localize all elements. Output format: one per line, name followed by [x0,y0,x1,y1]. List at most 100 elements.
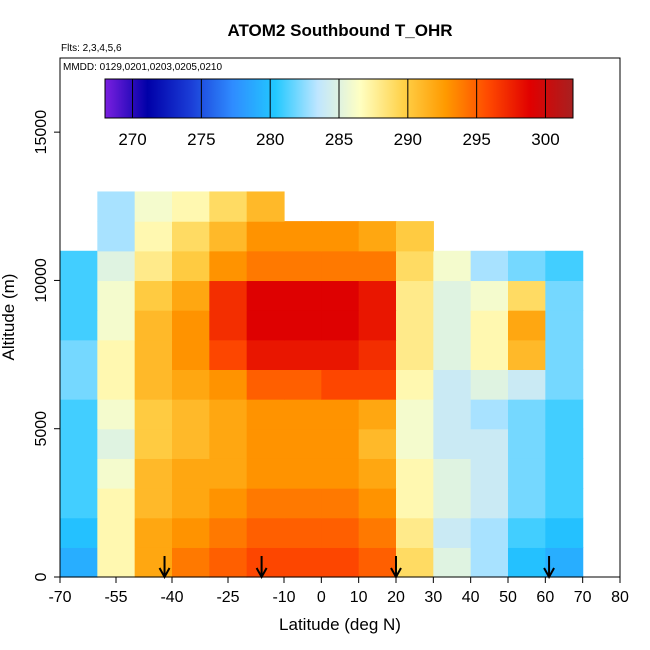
y-axis-label: Altitude (m) [0,274,18,361]
heatmap-cell [470,547,509,578]
heatmap-cell [358,488,397,519]
heatmap-cell [209,250,248,282]
x-tick-label: -40 [160,589,183,606]
heatmap-cell [60,488,98,519]
plot-frame [59,57,621,578]
x-tick-label: 0 [317,589,326,606]
heatmap-cell [433,547,472,578]
x-tick-label: -70 [48,589,71,606]
y-axis: 0 5000 10000 15000 [33,110,60,581]
heatmap-cell [321,488,360,519]
heatmap-cell [209,458,248,489]
heatmap-cell [358,221,397,252]
heatmap-cell [396,310,434,341]
heatmap-cell [508,250,546,282]
heatmap-cell [358,547,397,578]
heatmap-cell [209,547,248,578]
heatmap-cell [97,369,136,400]
heatmap-cell [209,399,248,430]
heatmap-cell [246,517,285,548]
temperature-field [60,191,584,578]
heatmap-cell [321,280,360,311]
heatmap-cell [545,458,584,489]
heatmap-cell [545,488,584,519]
heatmap-cell [508,428,546,459]
heatmap-cell [172,221,210,252]
heatmap-cell [284,280,322,311]
heatmap-cell [358,250,397,282]
heatmap-cell [209,339,248,370]
x-tick-label: 20 [387,589,405,606]
x-tick-label: -25 [216,589,239,606]
x-tick-label: 40 [462,589,480,606]
heatmap-cell [396,517,434,548]
heatmap-cell [396,428,434,459]
heatmap-cell [284,250,322,282]
heatmap-cell [209,310,248,341]
heatmap-cell [246,547,285,578]
heatmap-cell [60,428,98,459]
heatmap-cell [321,369,360,400]
heatmap-cell [246,250,285,282]
heatmap-cell [470,399,509,430]
heatmap-cell [172,191,210,222]
heatmap-cell [60,517,98,548]
heatmap-cell [97,250,136,282]
heatmap-cell [97,458,136,489]
heatmap-cell [321,310,360,341]
heatmap-cell [97,547,136,578]
heatmap-cell [172,517,210,548]
y-tick-label: 10000 [33,258,50,303]
heatmap-cell [321,399,360,430]
heatmap-cell [396,339,434,370]
heatmap-cell [321,458,360,489]
heatmap-cell [321,221,360,252]
y-tick-label: 15000 [33,110,50,155]
heatmap-cell [97,517,136,548]
heatmap-cell [358,280,397,311]
chart-title: ATOM2 Southbound T_OHR [227,21,452,40]
heatmap-cell [60,399,98,430]
heatmap-cell [246,369,285,400]
heatmap-cell [508,280,546,311]
heatmap-cell [433,280,472,311]
colorbar: 270 275 280 285 290 295 300 [104,78,574,149]
flights-label: Flts: 2,3,4,5,6 [61,43,122,54]
heatmap-cell [358,428,397,459]
heatmap-cell [134,280,173,311]
heatmap-cell [470,250,509,282]
heatmap-cell [246,221,285,252]
heatmap-cell [134,458,173,489]
heatmap-cell [246,458,285,489]
heatmap-cell [134,250,173,282]
heatmap-cell [508,517,546,548]
heatmap-cell [284,428,322,459]
heatmap-cell [508,458,546,489]
heatmap-cell [396,280,434,311]
x-tick-label: 60 [536,589,554,606]
x-tick-label: 70 [574,589,592,606]
heatmap-cell [433,517,472,548]
heatmap-cell [172,428,210,459]
heatmap-cell [172,310,210,341]
heatmap-cell [209,191,248,222]
heatmap-cell [134,399,173,430]
heatmap-cell [508,488,546,519]
heatmap-cell [321,517,360,548]
heatmap-cell [134,428,173,459]
heatmap-cell [358,458,397,489]
heatmap-cell [284,458,322,489]
heatmap-cell [470,488,509,519]
heatmap-cell [470,369,509,400]
colorbar-tick-label: 275 [187,130,215,149]
heatmap-cell [246,310,285,341]
heatmap-cell [134,517,173,548]
heatmap-cell [97,399,136,430]
heatmap-cell [508,547,546,578]
heatmap-cell [470,458,509,489]
heatmap-cell [358,369,397,400]
heatmap-cell [60,458,98,489]
heatmap-cell [321,339,360,370]
heatmap-cell [284,517,322,548]
heatmap-cell [396,488,434,519]
